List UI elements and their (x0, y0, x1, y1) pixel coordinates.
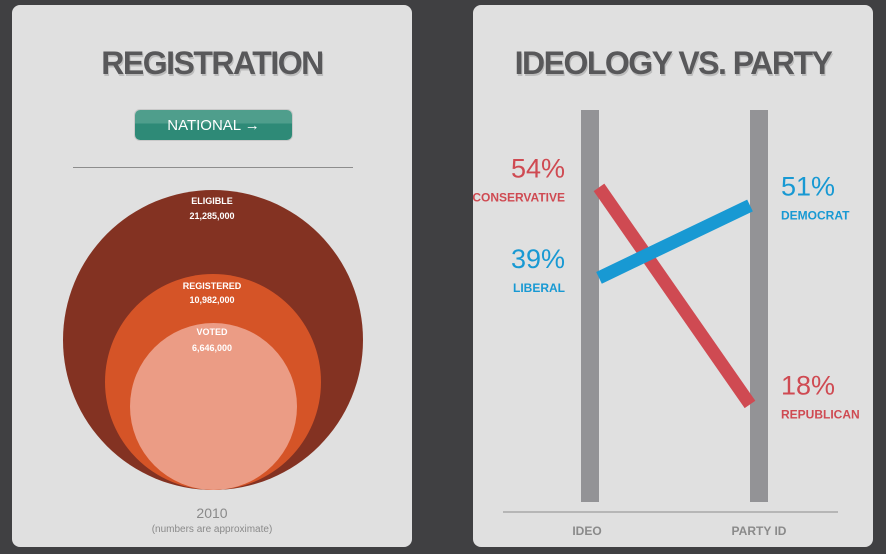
eligible-value: 21,285,000 (189, 211, 235, 221)
registration-panel: REGISTRATION NATIONAL → ELIGIBLE 21,285,… (12, 5, 412, 547)
x-label-ideo: IDEO (572, 524, 601, 538)
x-label-party: PARTY ID (732, 524, 787, 538)
voted-circle (130, 323, 297, 490)
registration-title: REGISTRATION (101, 45, 324, 81)
value-label: 39% (511, 244, 565, 274)
value-label: 18% (781, 370, 835, 400)
series-line-1 (596, 199, 753, 284)
year-label: 2010 (196, 505, 228, 521)
eligible-label: ELIGIBLE (191, 196, 233, 206)
national-button[interactable]: NATIONAL → (135, 110, 292, 140)
voted-value: 6,646,000 (191, 343, 233, 353)
approximate-note: (numbers are approximate) (151, 524, 273, 535)
category-label: REPUBLICAN (781, 407, 860, 421)
divider (73, 167, 353, 168)
category-label: DEMOCRAT (781, 208, 850, 222)
series-line-0 (593, 183, 756, 409)
voted-label: VOTED (196, 327, 228, 337)
value-label: 54% (511, 153, 565, 183)
category-label: CONSERVATIVE (473, 190, 565, 204)
registered-value: 10,982,000 (189, 295, 235, 305)
registered-label: REGISTERED (182, 281, 242, 291)
value-label: 51% (781, 171, 835, 201)
category-label: LIBERAL (513, 281, 565, 295)
party-bar (750, 110, 768, 502)
ideology-panel: IDEOLOGY VS. PARTY IDEO PARTY ID 54% CONS… (473, 5, 873, 547)
slope-chart: IDEO PARTY ID 54% CONSERVATIVE 18% REPUBLIC… (473, 110, 860, 538)
chart-title: IDEOLOGY VS. PARTY (514, 45, 833, 81)
ideo-bar (581, 110, 599, 502)
